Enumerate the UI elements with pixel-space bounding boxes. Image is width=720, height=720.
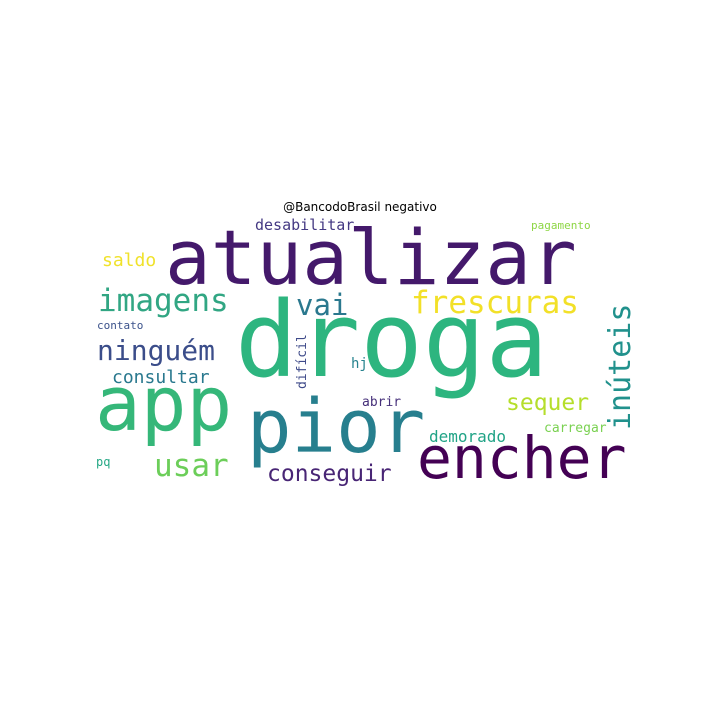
word-dificil: difícil xyxy=(295,334,310,389)
word-inuteis: inúteis xyxy=(603,303,638,430)
word-app: app xyxy=(95,359,233,448)
word-consultar: consultar xyxy=(112,367,210,388)
word-frescuras: frescuras xyxy=(411,285,579,321)
word-demorado: demorado xyxy=(429,427,507,446)
word-vai: vai xyxy=(296,288,349,322)
word-abrir: abrir xyxy=(362,395,402,410)
word-ninguem: ninguém xyxy=(97,334,216,367)
word-imagens: imagens xyxy=(98,283,229,319)
word-pq: pq xyxy=(96,455,111,469)
word-droga: droga xyxy=(235,279,549,401)
word-desabilitar: desabilitar xyxy=(255,216,355,234)
word-hj: hj xyxy=(351,356,368,372)
word-encher: encher xyxy=(417,424,627,492)
wordcloud: droga atualizar app pior encher imagens … xyxy=(95,218,640,490)
figure-title: @BancodoBrasil negativo xyxy=(283,200,437,214)
word-conseguir: conseguir xyxy=(267,461,392,487)
word-carregar: carregar xyxy=(544,421,607,436)
word-usar: usar xyxy=(154,448,229,484)
word-contato: contato xyxy=(97,319,144,332)
word-sequer: sequer xyxy=(506,390,590,416)
word-atualizar: atualizar xyxy=(165,213,577,302)
word-saldo: saldo xyxy=(102,250,157,271)
word-pagamento: pagamento xyxy=(531,219,591,232)
word-pior: pior xyxy=(247,384,426,470)
